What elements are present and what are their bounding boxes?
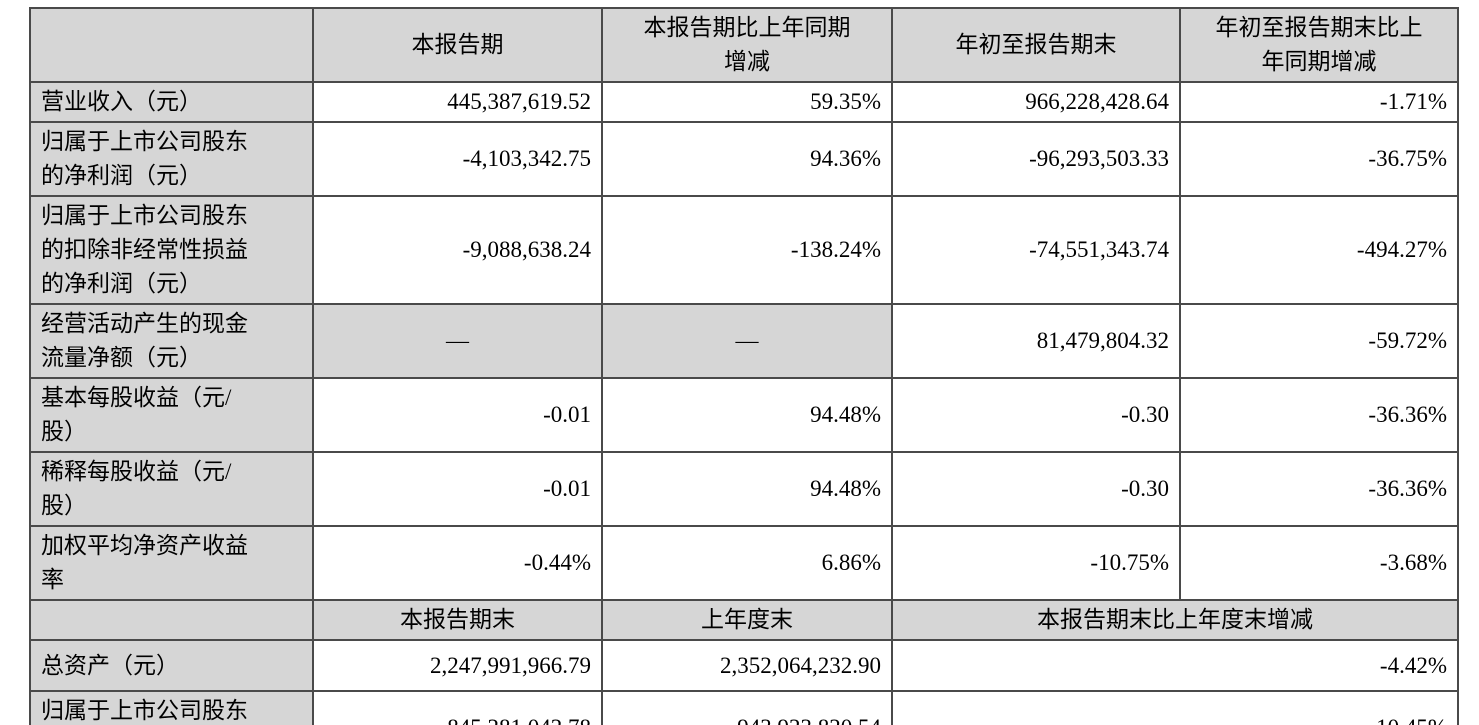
row-label: 归属于上市公司股东 的所有者权益（元）: [29, 690, 314, 725]
table-subheader-row: 本报告期末 上年度末 本报告期末比上年度末增减: [29, 599, 1459, 641]
table-row-equity: 归属于上市公司股东 的所有者权益（元） 845,281,042.78 943,9…: [29, 690, 1459, 725]
value-cell: 966,228,428.64: [891, 81, 1181, 123]
row-label: 归属于上市公司股东 的净利润（元）: [29, 121, 314, 197]
value-cell: 94.48%: [601, 377, 893, 453]
value-cell: -0.30: [891, 377, 1181, 453]
value-cell: -0.30: [891, 451, 1181, 527]
header-cell-ytd-yoy: 年初至报告期末比上 年同期增减: [1179, 7, 1459, 83]
value-cell: 943,923,820.54: [601, 690, 893, 725]
value-cell-na: —: [312, 303, 603, 379]
value-cell-change: -4.42%: [891, 639, 1459, 692]
value-cell: 2,247,991,966.79: [312, 639, 603, 692]
subheader-cell-blank: [29, 599, 314, 641]
table-header-row: 本报告期 本报告期比上年同期 增减 年初至报告期末 年初至报告期末比上 年同期增…: [29, 7, 1459, 83]
value-cell: 2,352,064,232.90: [601, 639, 893, 692]
table-row-diluted-eps: 稀释每股收益（元/ 股） -0.01 94.48% -0.30 -36.36%: [29, 451, 1459, 527]
value-cell: -4,103,342.75: [312, 121, 603, 197]
value-cell: 94.48%: [601, 451, 893, 527]
table-row-net-profit: 归属于上市公司股东 的净利润（元） -4,103,342.75 94.36% -…: [29, 121, 1459, 197]
value-cell: -0.01: [312, 377, 603, 453]
value-cell: -10.75%: [891, 525, 1181, 601]
header-cell-ytd: 年初至报告期末: [891, 7, 1181, 83]
value-cell: 81,479,804.32: [891, 303, 1181, 379]
table-row-operating-cash-flow: 经营活动产生的现金 流量净额（元） — — 81,479,804.32 -59.…: [29, 303, 1459, 379]
value-cell: -36.36%: [1179, 451, 1459, 527]
value-cell: -74,551,343.74: [891, 195, 1181, 305]
value-cell: -9,088,638.24: [312, 195, 603, 305]
value-cell-na: —: [601, 303, 893, 379]
table-row-basic-eps: 基本每股收益（元/ 股） -0.01 94.48% -0.30 -36.36%: [29, 377, 1459, 453]
row-label: 基本每股收益（元/ 股）: [29, 377, 314, 453]
key-financials-table: 本报告期 本报告期比上年同期 增减 年初至报告期末 年初至报告期末比上 年同期增…: [29, 7, 1459, 725]
subheader-cell-prior-year-end: 上年度末: [601, 599, 893, 641]
value-cell: -0.44%: [312, 525, 603, 601]
row-label: 归属于上市公司股东 的扣除非经常性损益 的净利润（元）: [29, 195, 314, 305]
value-cell-change: -10.45%: [891, 690, 1459, 725]
value-cell: 94.36%: [601, 121, 893, 197]
row-label: 稀释每股收益（元/ 股）: [29, 451, 314, 527]
table-row-revenue: 营业收入（元） 445,387,619.52 59.35% 966,228,42…: [29, 81, 1459, 123]
value-cell: -3.68%: [1179, 525, 1459, 601]
value-cell: 6.86%: [601, 525, 893, 601]
value-cell: -36.36%: [1179, 377, 1459, 453]
value-cell: 845,281,042.78: [312, 690, 603, 725]
table-row-weighted-avg-roe: 加权平均净资产收益 率 -0.44% 6.86% -10.75% -3.68%: [29, 525, 1459, 601]
subheader-cell-period-end: 本报告期末: [312, 599, 603, 641]
value-cell: 59.35%: [601, 81, 893, 123]
value-cell: -494.27%: [1179, 195, 1459, 305]
row-label: 经营活动产生的现金 流量净额（元）: [29, 303, 314, 379]
value-cell: -0.01: [312, 451, 603, 527]
header-cell-current-period: 本报告期: [312, 7, 603, 83]
subheader-cell-period-end-vs-prior: 本报告期末比上年度末增减: [891, 599, 1459, 641]
row-label: 营业收入（元）: [29, 81, 314, 123]
value-cell: -59.72%: [1179, 303, 1459, 379]
value-cell: -138.24%: [601, 195, 893, 305]
value-cell: -96,293,503.33: [891, 121, 1181, 197]
row-label: 加权平均净资产收益 率: [29, 525, 314, 601]
table-row-total-assets: 总资产（元） 2,247,991,966.79 2,352,064,232.90…: [29, 639, 1459, 692]
header-cell-blank: [29, 7, 314, 83]
value-cell: -36.75%: [1179, 121, 1459, 197]
table-row-net-profit-excl-nonrecurring: 归属于上市公司股东 的扣除非经常性损益 的净利润（元） -9,088,638.2…: [29, 195, 1459, 305]
value-cell: 445,387,619.52: [312, 81, 603, 123]
row-label: 总资产（元）: [29, 639, 314, 692]
header-cell-current-period-yoy: 本报告期比上年同期 增减: [601, 7, 893, 83]
value-cell: -1.71%: [1179, 81, 1459, 123]
